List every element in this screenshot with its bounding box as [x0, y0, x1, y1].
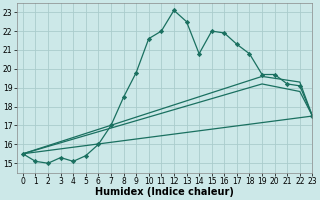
- X-axis label: Humidex (Indice chaleur): Humidex (Indice chaleur): [95, 187, 234, 197]
